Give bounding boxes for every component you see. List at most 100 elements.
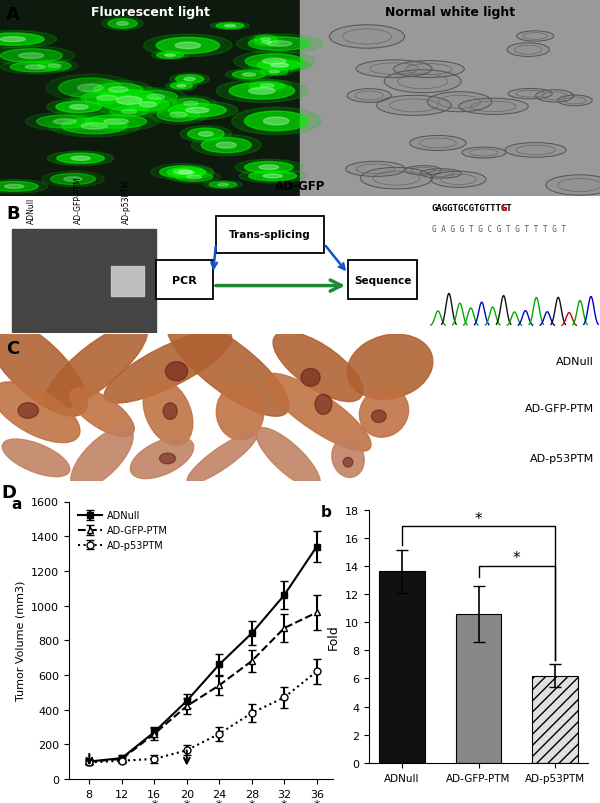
Ellipse shape [166, 96, 217, 112]
Bar [216, 217, 324, 254]
Bar [348, 260, 417, 300]
Ellipse shape [57, 154, 104, 165]
Ellipse shape [250, 35, 282, 45]
Text: AD-GFP-PTM: AD-GFP-PTM [525, 403, 594, 414]
Ellipse shape [59, 79, 122, 99]
Ellipse shape [508, 89, 553, 100]
Text: ADNull: ADNull [27, 197, 36, 223]
Ellipse shape [236, 35, 323, 54]
Ellipse shape [173, 170, 191, 175]
Bar [532, 675, 578, 763]
Ellipse shape [273, 332, 363, 402]
Ellipse shape [263, 118, 289, 126]
Text: D: D [2, 483, 17, 502]
Ellipse shape [394, 62, 464, 79]
Ellipse shape [81, 92, 133, 105]
Bar [455, 613, 502, 763]
Text: AD-p53PTM: AD-p53PTM [530, 454, 594, 463]
Ellipse shape [170, 84, 193, 90]
Ellipse shape [175, 173, 213, 182]
Ellipse shape [47, 152, 114, 166]
Ellipse shape [25, 66, 45, 70]
Ellipse shape [19, 54, 44, 59]
Ellipse shape [0, 31, 56, 49]
Bar [379, 572, 425, 763]
Ellipse shape [377, 96, 451, 116]
Text: Trans-splicing: Trans-splicing [229, 230, 311, 240]
Ellipse shape [507, 43, 549, 57]
Ellipse shape [232, 71, 266, 79]
Ellipse shape [168, 171, 220, 184]
Bar [111, 267, 144, 296]
Ellipse shape [84, 81, 152, 100]
Bar [300, 0, 600, 197]
Ellipse shape [116, 97, 142, 105]
Ellipse shape [347, 90, 391, 104]
Ellipse shape [179, 171, 194, 175]
Ellipse shape [143, 35, 232, 58]
Ellipse shape [81, 124, 107, 130]
Ellipse shape [261, 39, 270, 42]
Ellipse shape [256, 68, 293, 77]
Ellipse shape [127, 99, 169, 112]
Text: AD-p53PTM: AD-p53PTM [121, 179, 131, 223]
Ellipse shape [71, 157, 90, 161]
Ellipse shape [260, 85, 274, 88]
Text: *: * [151, 798, 157, 803]
Ellipse shape [97, 96, 118, 101]
Ellipse shape [25, 113, 104, 132]
Ellipse shape [254, 39, 278, 47]
Ellipse shape [147, 95, 164, 100]
Ellipse shape [47, 100, 111, 116]
Ellipse shape [97, 91, 161, 112]
Ellipse shape [164, 55, 175, 57]
Ellipse shape [546, 176, 600, 196]
Ellipse shape [151, 51, 188, 60]
Text: *: * [281, 798, 287, 803]
Text: *: * [248, 798, 255, 803]
Ellipse shape [85, 87, 173, 116]
Ellipse shape [244, 112, 308, 132]
Ellipse shape [188, 128, 224, 141]
Ellipse shape [217, 385, 263, 441]
Ellipse shape [184, 78, 196, 82]
Ellipse shape [420, 169, 461, 179]
Ellipse shape [410, 137, 466, 151]
Ellipse shape [459, 99, 529, 116]
Ellipse shape [269, 71, 280, 74]
Ellipse shape [257, 61, 302, 71]
Text: A: A [6, 6, 20, 24]
Ellipse shape [427, 92, 492, 112]
Ellipse shape [103, 105, 156, 119]
Ellipse shape [245, 55, 304, 69]
Ellipse shape [125, 88, 186, 107]
Ellipse shape [18, 403, 38, 418]
Ellipse shape [170, 113, 187, 118]
Ellipse shape [217, 184, 229, 186]
Ellipse shape [104, 331, 232, 403]
Ellipse shape [267, 42, 292, 47]
Text: *: * [314, 798, 320, 803]
Ellipse shape [177, 85, 186, 88]
Ellipse shape [70, 389, 134, 437]
Ellipse shape [159, 166, 214, 180]
Ellipse shape [186, 108, 209, 114]
Text: *: * [475, 511, 482, 526]
Ellipse shape [0, 50, 62, 63]
Ellipse shape [254, 36, 277, 43]
Ellipse shape [151, 165, 214, 181]
Ellipse shape [211, 22, 250, 31]
Legend: ADNull, AD-GFP-PTM, AD-p53PTM: ADNull, AD-GFP-PTM, AD-p53PTM [74, 507, 172, 554]
Text: Sequence: Sequence [354, 275, 411, 285]
Ellipse shape [224, 26, 236, 28]
Ellipse shape [181, 126, 232, 143]
Ellipse shape [248, 172, 297, 181]
Ellipse shape [156, 39, 220, 55]
Ellipse shape [148, 106, 209, 125]
Ellipse shape [50, 174, 95, 185]
Ellipse shape [160, 454, 176, 464]
Ellipse shape [0, 318, 88, 417]
Ellipse shape [558, 96, 592, 107]
Ellipse shape [235, 160, 303, 176]
Ellipse shape [134, 92, 178, 104]
